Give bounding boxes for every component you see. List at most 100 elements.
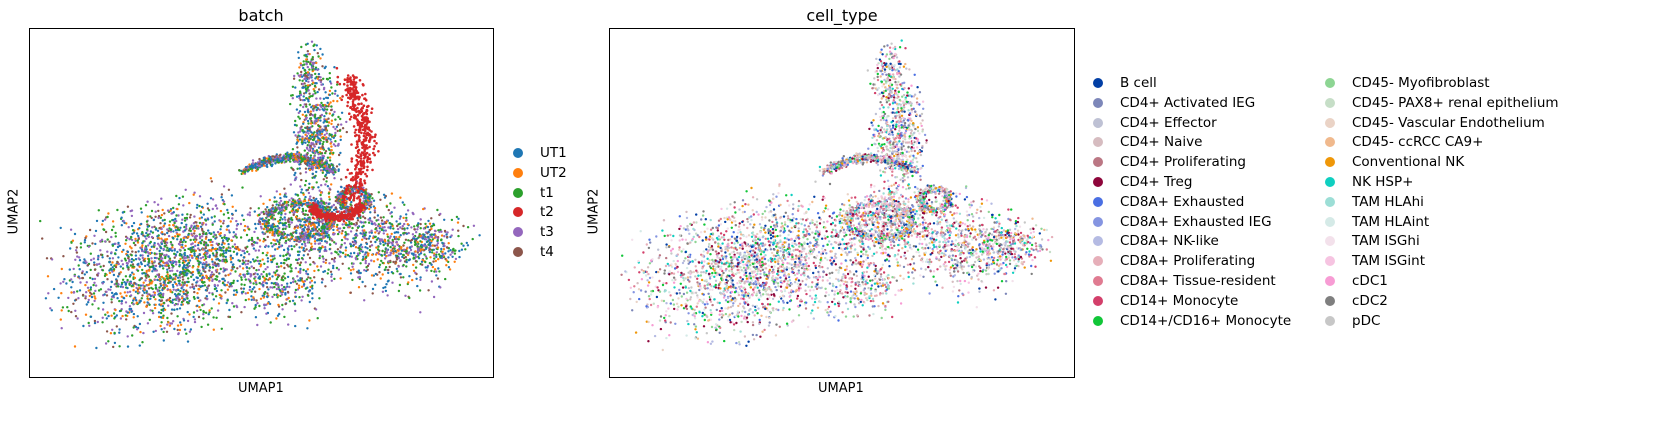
cell-point xyxy=(138,286,141,289)
cell-point xyxy=(241,267,245,270)
cell-point xyxy=(320,220,323,223)
cell-point xyxy=(201,280,204,284)
cell-point xyxy=(368,207,371,211)
cell-point xyxy=(284,192,287,195)
cell-point xyxy=(304,154,307,157)
cell-point xyxy=(110,291,114,295)
cell-point xyxy=(226,239,229,243)
cell-point xyxy=(171,246,174,249)
cell-point xyxy=(293,178,297,182)
cell-point xyxy=(142,234,145,237)
cell-point xyxy=(138,227,141,230)
cell-point xyxy=(246,250,249,253)
cell-point xyxy=(399,215,402,218)
cell-point xyxy=(398,253,401,256)
cell-point xyxy=(199,242,203,245)
cell-point xyxy=(167,229,170,233)
cell-point xyxy=(205,261,208,264)
cell-point xyxy=(214,247,218,250)
cell-point xyxy=(321,245,324,249)
cell-point xyxy=(303,77,306,81)
cell-point xyxy=(294,193,297,196)
cell-point xyxy=(60,267,63,271)
cell-point xyxy=(160,321,163,324)
cell-point xyxy=(276,314,280,317)
cell-point xyxy=(340,232,343,235)
cell-point xyxy=(146,292,149,295)
cell-point xyxy=(408,275,411,278)
cell-point xyxy=(248,280,252,283)
cell-point xyxy=(401,201,404,204)
cell-point xyxy=(314,113,317,116)
cell-point xyxy=(320,184,323,187)
cell-point xyxy=(304,223,308,227)
cell-point xyxy=(110,314,113,317)
cell-point xyxy=(182,236,185,240)
cell-point xyxy=(204,219,208,222)
cell-point xyxy=(213,233,216,236)
cell-point xyxy=(304,184,307,187)
cell-point xyxy=(193,290,196,294)
cell-point xyxy=(390,241,394,244)
cell-point xyxy=(89,291,92,294)
cell-point xyxy=(378,263,382,266)
cell-point xyxy=(315,142,318,146)
cell-point xyxy=(200,278,204,282)
cell-point xyxy=(421,263,424,266)
cell-point xyxy=(328,168,332,171)
cell-point xyxy=(322,219,325,222)
cell-point xyxy=(448,268,452,271)
cell-point xyxy=(321,222,325,225)
cell-point xyxy=(363,269,366,272)
cell-point xyxy=(220,243,224,246)
cell-point xyxy=(279,245,283,248)
cell-point xyxy=(106,250,109,253)
cell-point xyxy=(382,216,385,219)
cell-point xyxy=(294,324,297,328)
cell-point xyxy=(111,257,115,260)
cell-point xyxy=(326,205,330,209)
cell-point xyxy=(183,274,186,277)
cell-point xyxy=(279,153,282,156)
cell-point xyxy=(106,238,109,241)
cell-point xyxy=(101,321,104,324)
cell-point xyxy=(315,170,318,174)
cell-point xyxy=(311,287,314,290)
cell-point xyxy=(317,72,321,76)
cell-point xyxy=(232,305,236,308)
cell-point xyxy=(146,215,149,218)
cell-point xyxy=(127,268,130,271)
cell-point xyxy=(319,193,322,197)
cell-point xyxy=(320,101,323,105)
cell-point xyxy=(295,243,298,246)
cell-point xyxy=(108,240,111,243)
cell-point xyxy=(409,248,413,252)
cell-point xyxy=(374,272,378,276)
cell-point xyxy=(307,122,310,125)
cell-point xyxy=(119,285,123,288)
cell-point xyxy=(77,275,80,278)
cell-point xyxy=(241,186,244,189)
cell-point xyxy=(397,289,401,293)
cell-point xyxy=(184,225,188,228)
cell-point xyxy=(227,216,230,220)
cell-point xyxy=(354,224,357,227)
cell-point xyxy=(265,157,269,160)
cell-point xyxy=(193,318,197,321)
cell-point xyxy=(140,211,143,214)
cell-point xyxy=(145,237,148,240)
cell-point xyxy=(312,260,315,264)
cell-point xyxy=(118,328,121,331)
cell-point xyxy=(124,283,128,286)
cell-point xyxy=(57,296,60,299)
cell-point xyxy=(306,241,310,244)
cell-point xyxy=(325,108,329,111)
cell-point xyxy=(378,265,381,269)
cell-point xyxy=(356,217,359,220)
cell-point xyxy=(263,307,266,310)
cell-point xyxy=(62,255,65,258)
cell-point xyxy=(349,272,353,275)
cell-point xyxy=(209,276,213,279)
cell-point xyxy=(325,159,328,162)
cell-point xyxy=(132,241,136,245)
